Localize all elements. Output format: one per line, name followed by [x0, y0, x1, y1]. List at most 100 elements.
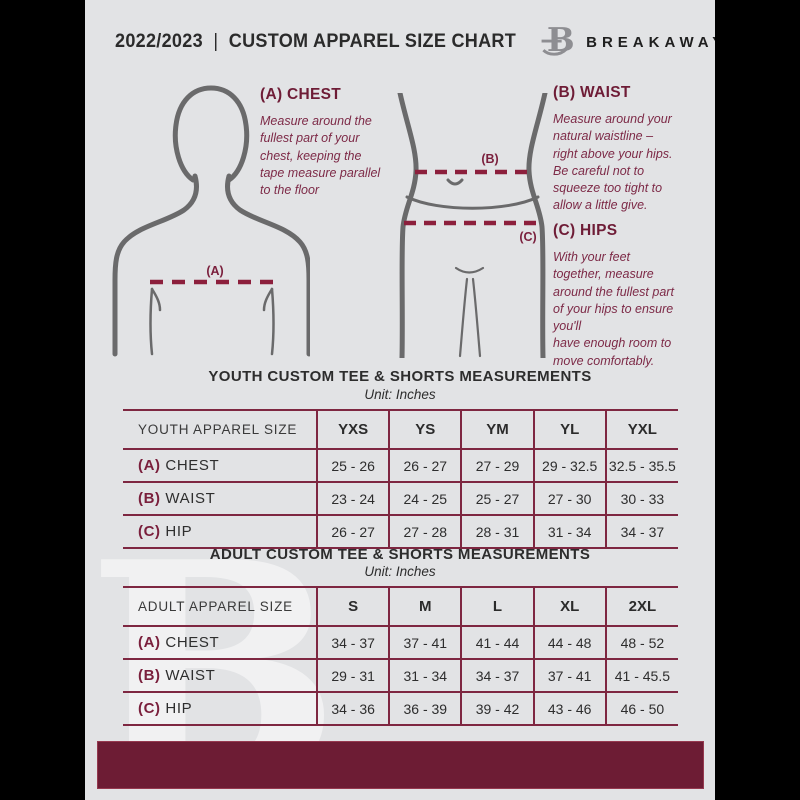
instruction-waist-body: Measure around your natural waistline – …	[553, 112, 673, 213]
apparel-size-header: ADULT APPAREL SIZE	[123, 587, 318, 627]
row-label: (C) HIP	[123, 515, 318, 549]
title-separator: |	[213, 31, 219, 52]
youth-table-title: YOUTH CUSTOM TEE & SHORTS MEASUREMENTS	[208, 368, 592, 385]
youth-size-table: YOUTH APPAREL SIZE YXS YS YM YL YXL (A) CHEST…	[123, 409, 678, 549]
measurement-value: 41 - 45.5	[604, 659, 678, 693]
measurement-row-chest: (A) CHEST 34 - 37 37 - 41 41 - 44 44 - 48 48 …	[123, 626, 678, 660]
measurement-value: 39 - 42	[460, 692, 534, 726]
upper-body-figure: (A)	[112, 85, 310, 357]
measurement-value: 24 - 25	[388, 482, 462, 516]
measurement-value: 32.5 - 35.5	[604, 449, 678, 483]
size-chart-page: 2022/2023 | CUSTOM APPAREL SIZE CHART B BR…	[85, 0, 715, 800]
measurement-value: 43 - 46	[532, 692, 606, 726]
adult-table-title: ADULT CUSTOM TEE & SHORTS MEASUREMENTS	[209, 546, 591, 563]
measurement-value: 25 - 26	[316, 449, 390, 483]
right-shoulder-arm-outline	[224, 173, 310, 357]
left-inner-arm-line	[149, 287, 154, 356]
row-label-prefix: (B)	[138, 490, 161, 507]
size-column-header: S	[316, 587, 390, 627]
measurement-value: 34 - 37	[604, 515, 678, 549]
left-torso-outline	[397, 93, 419, 358]
measurement-row-chest: (A) CHEST 25 - 26 26 - 27 27 - 29 29 - 32.5 3…	[123, 449, 678, 483]
lower-body-figure: (B) (C)	[397, 93, 548, 358]
measurement-row-waist: (B) WAIST 29 - 31 31 - 34 34 - 37 37 - 41 41 …	[123, 659, 678, 693]
right-torso-outline	[526, 93, 548, 358]
measurement-value: 27 - 30	[532, 482, 606, 516]
measurement-value: 44 - 48	[532, 626, 606, 660]
measurement-value: 23 - 24	[316, 482, 390, 516]
measurement-value: 34 - 37	[316, 626, 390, 660]
measurement-row-hip: (C) HIP 26 - 27 27 - 28 28 - 31 31 - 34 34 - …	[123, 515, 678, 549]
measurement-value: 34 - 37	[460, 659, 534, 693]
instruction-chest: (A) CHEST Measure around the fullest par…	[260, 86, 412, 199]
header: 2022/2023 | CUSTOM APPAREL SIZE CHART B BR…	[115, 22, 715, 62]
footer-bar	[97, 741, 704, 789]
adult-unit-label: Unit: Inches	[364, 564, 436, 579]
logo-swoosh	[542, 48, 568, 56]
chest-line-label: (A)	[206, 264, 223, 278]
size-column-header: L	[460, 587, 534, 627]
measurement-value: 26 - 27	[388, 449, 462, 483]
row-label-prefix: (A)	[138, 634, 161, 651]
measurement-value: 27 - 29	[460, 449, 534, 483]
instruction-waist: (B) WAIST Measure around your natural wa…	[553, 84, 695, 215]
row-label: (C) HIP	[123, 692, 318, 726]
instruction-hips-heading: (C) HIPS	[553, 222, 618, 239]
size-column-header: 2XL	[604, 587, 678, 627]
measurement-value: 29 - 31	[316, 659, 390, 693]
measurement-value: 27 - 28	[388, 515, 462, 549]
youth-table-header-row: YOUTH APPAREL SIZE YXS YS YM YL YXL	[123, 410, 678, 450]
left-armpit-crease	[150, 287, 162, 312]
left-shoulder-arm-outline	[112, 173, 200, 357]
measurement-value: 46 - 50	[604, 692, 678, 726]
measurement-value: 31 - 34	[532, 515, 606, 549]
measurement-value: 48 - 52	[604, 626, 678, 660]
instruction-chest-heading: (A) CHEST	[260, 86, 342, 103]
size-column-header: YL	[532, 410, 606, 450]
breakaway-logo-icon: B	[541, 22, 575, 59]
apparel-size-header: YOUTH APPAREL SIZE	[123, 410, 318, 450]
waist-line-label: (B)	[481, 152, 498, 166]
measurement-value: 34 - 36	[316, 692, 390, 726]
measurement-value: 37 - 41	[388, 626, 462, 660]
title-year: 2022/2023	[115, 31, 203, 52]
size-column-header: YM	[460, 410, 534, 450]
measurement-value: 31 - 34	[388, 659, 462, 693]
right-inner-arm-line	[270, 287, 275, 356]
navel-mark	[446, 178, 464, 186]
size-column-header: YXS	[316, 410, 390, 450]
measurement-value: 25 - 27	[460, 482, 534, 516]
crotch-curve	[454, 266, 485, 274]
title-text: CUSTOM APPAREL SIZE CHART	[228, 31, 517, 52]
measurement-value: 37 - 41	[532, 659, 606, 693]
measurement-value: 28 - 31	[460, 515, 534, 549]
measurement-value: 26 - 27	[316, 515, 390, 549]
measurement-row-waist: (B) WAIST 23 - 24 24 - 25 25 - 27 27 - 30 30 …	[123, 482, 678, 516]
instruction-waist-heading: (B) WAIST	[553, 84, 631, 101]
size-column-header: YS	[388, 410, 462, 450]
right-armpit-crease	[262, 287, 274, 312]
measurement-value: 41 - 44	[460, 626, 534, 660]
waistband-curve	[405, 195, 540, 210]
measurement-value: 36 - 39	[388, 692, 462, 726]
head-outline	[172, 85, 250, 183]
row-label-prefix: (C)	[138, 700, 161, 717]
instruction-hips-body: With your feet together, measure around …	[553, 250, 674, 368]
page-title: 2022/2023 | CUSTOM APPAREL SIZE CHART	[115, 31, 516, 53]
row-label: (A) CHEST	[123, 626, 318, 660]
measurement-value: 30 - 33	[604, 482, 678, 516]
brand: B BREAKAWAY	[537, 22, 715, 62]
instruction-hips: (C) HIPS With your feet together, measur…	[553, 222, 701, 370]
measurement-value: 29 - 32.5	[532, 449, 606, 483]
size-column-header: XL	[532, 587, 606, 627]
adult-size-table: ADULT APPAREL SIZE S M L XL 2XL (A) CHEST 34 -…	[123, 586, 678, 726]
row-label: (B) WAIST	[123, 659, 318, 693]
left-inner-leg-line	[458, 277, 469, 358]
row-label-prefix: (A)	[138, 457, 161, 474]
row-label: (A) CHEST	[123, 449, 318, 483]
size-column-header: YXL	[604, 410, 678, 450]
brand-name: BREAKAWAY	[586, 33, 715, 51]
hips-line-label: (C)	[519, 230, 536, 244]
right-inner-leg-line	[471, 277, 482, 358]
size-column-header: M	[388, 587, 462, 627]
